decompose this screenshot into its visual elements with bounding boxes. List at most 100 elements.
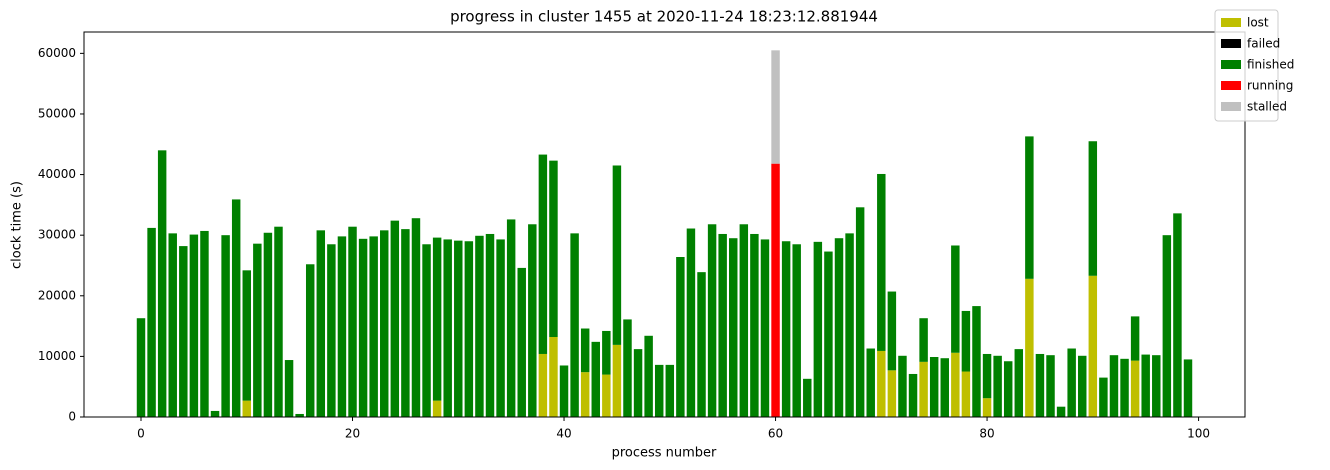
bar-segment <box>1025 136 1034 279</box>
bar-segment <box>231 199 241 417</box>
bar-segment <box>929 357 939 417</box>
bar-segment <box>1035 353 1045 417</box>
bar-segment <box>665 364 675 417</box>
bar-segment <box>147 227 156 417</box>
bar-segment <box>464 241 474 417</box>
legend-label: failed <box>1247 37 1280 51</box>
bar-segment <box>1162 235 1172 417</box>
bar-segment <box>390 220 400 417</box>
bar-segment <box>327 244 336 417</box>
bar-segment <box>538 154 548 354</box>
bar-segment <box>834 238 844 417</box>
bar-segment <box>951 245 960 353</box>
bar-segment <box>380 230 389 417</box>
bar-segment <box>432 400 442 417</box>
bar-segment <box>729 238 738 417</box>
y-tick-label: 0 <box>68 410 76 424</box>
legend-box <box>1214 9 1279 122</box>
bar-segment <box>316 230 326 417</box>
legend-label: running <box>1247 79 1293 93</box>
legend-label: stalled <box>1247 100 1287 114</box>
bar-segment <box>1130 316 1140 361</box>
bar-segment <box>1120 358 1129 417</box>
bar-segment <box>686 228 696 417</box>
bar-segment <box>210 410 220 417</box>
bar-segment <box>887 291 897 371</box>
y-tick-label: 60000 <box>38 46 76 60</box>
bar-segment <box>961 310 971 372</box>
bar-segment <box>877 350 886 417</box>
bar-segment <box>760 239 770 417</box>
bar-segment <box>221 235 230 417</box>
bar-segment <box>813 241 823 417</box>
bar-segment <box>602 330 611 375</box>
bar-segment <box>485 233 495 417</box>
bar-segment <box>845 233 854 417</box>
bar-segment <box>549 337 558 417</box>
bar-segment <box>1067 348 1076 417</box>
bar-segment <box>559 365 569 417</box>
bar-segment <box>475 235 484 417</box>
bar-segment <box>253 243 262 417</box>
bar-segment <box>887 370 897 417</box>
bar-segment <box>993 355 1002 417</box>
bar-segment <box>305 264 315 417</box>
bar-segment <box>242 270 251 401</box>
bar-segment <box>771 163 780 417</box>
y-tick-label: 50000 <box>38 106 76 120</box>
bar-segment <box>1056 406 1066 417</box>
bar-segment <box>1173 213 1182 417</box>
bar-segment <box>295 413 304 417</box>
bar-segment <box>602 374 611 417</box>
bar-segment <box>263 232 273 417</box>
legend-swatch <box>1221 18 1241 27</box>
bar-segment <box>1152 355 1161 417</box>
x-tick-label: 40 <box>556 427 571 441</box>
bar-segment <box>538 353 548 417</box>
legend-swatch <box>1221 81 1241 90</box>
bar-segment <box>623 319 632 417</box>
bar-segment <box>1078 355 1087 417</box>
bar-segment <box>570 233 579 417</box>
y-tick-label: 40000 <box>38 167 76 181</box>
bar-segment <box>454 240 463 417</box>
bar-segment <box>961 371 971 417</box>
bar-segment <box>528 224 537 417</box>
x-tick-label: 80 <box>979 427 994 441</box>
bar-segment <box>580 328 590 373</box>
bar-segment <box>792 244 801 417</box>
bar-segment <box>718 233 727 417</box>
bar-segment <box>633 349 643 417</box>
bar-segment <box>982 398 992 417</box>
bar-segment <box>707 224 717 417</box>
bar-segment <box>781 241 791 417</box>
bar-segment <box>157 150 167 418</box>
bar-segment <box>644 335 653 417</box>
bar-segment <box>877 173 886 351</box>
y-tick-label: 10000 <box>38 349 76 363</box>
bar-segment <box>1025 278 1034 417</box>
bar-segment <box>898 355 907 417</box>
bar-segment <box>179 246 188 417</box>
bar-segment <box>739 224 749 417</box>
bar-segment <box>697 272 706 417</box>
x-tick-label: 20 <box>345 427 360 441</box>
bar-segment <box>517 267 526 417</box>
bar-segment <box>549 160 558 337</box>
bar-segment <box>919 361 928 417</box>
bar-segment <box>189 234 199 417</box>
legend-label: finished <box>1247 58 1294 72</box>
bar-segment <box>422 244 431 417</box>
bar-segment <box>771 50 780 164</box>
bar-segment <box>1088 275 1098 417</box>
bar-segment <box>443 239 452 417</box>
bar-segment <box>401 229 410 417</box>
bar-segment <box>580 372 590 417</box>
bar-segment <box>506 219 516 417</box>
x-axis-label: process number <box>612 446 717 461</box>
bar-segment <box>284 360 294 417</box>
bar-segment <box>591 341 600 417</box>
legend-label: lost <box>1247 16 1269 30</box>
bar-segment <box>496 239 505 417</box>
